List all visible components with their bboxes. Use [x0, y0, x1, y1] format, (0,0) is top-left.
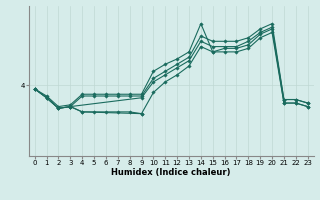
X-axis label: Humidex (Indice chaleur): Humidex (Indice chaleur)	[111, 168, 231, 177]
